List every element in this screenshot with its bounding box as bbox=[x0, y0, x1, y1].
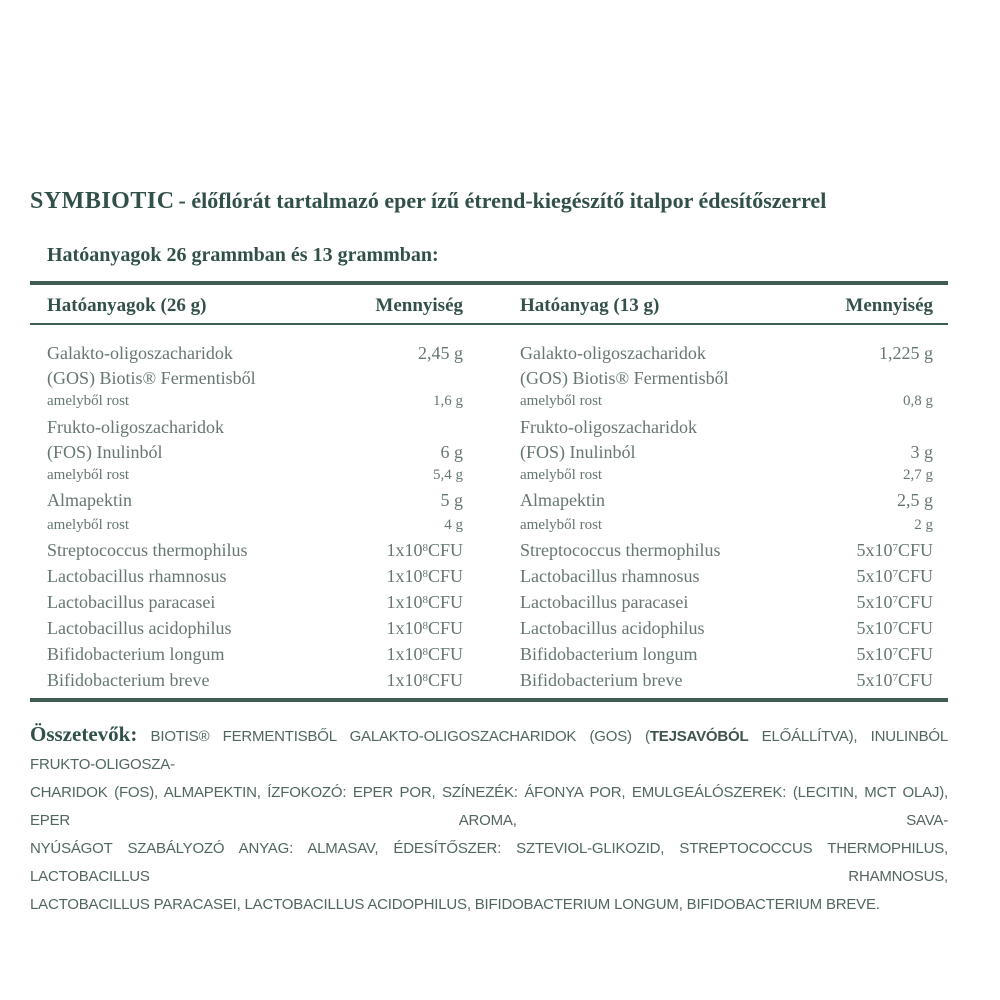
ingredient-name-line2: (FOS) Inulinból bbox=[47, 442, 163, 462]
ingredient-name: amelyből rost bbox=[47, 393, 130, 409]
table-row: amelyből rost 0,8 g bbox=[518, 391, 948, 412]
table-row: Galakto-oligoszacharidok (GOS) Biotis® Fe… bbox=[518, 341, 948, 391]
ingredient-amount: 1x108CFU bbox=[386, 670, 463, 690]
ingredients-line: Összetevők: BIOTIS® FERMENTISBŐL GALAKTO… bbox=[30, 722, 948, 773]
table-row: Galakto-oligoszacharidok (GOS) Biotis® Fe… bbox=[30, 341, 468, 391]
ingredient-name: Galakto-oligoszacharidok bbox=[47, 343, 233, 363]
table-row: Bifidobacterium longum 1x108CFU bbox=[30, 643, 468, 666]
ingredients-line: CHARIDOK (FOS), ALMAPEKTIN, ÍZFOKOZÓ: EP… bbox=[30, 784, 948, 829]
ingredient-name: Frukto-oligoszacharidok bbox=[47, 417, 224, 437]
table-body: Galakto-oligoszacharidok (GOS) Biotis® Fe… bbox=[30, 325, 948, 698]
table-row: amelyből rost 5,4 g bbox=[30, 465, 468, 486]
ingredient-name: Bifidobacterium longum bbox=[520, 644, 698, 664]
column-header-quantity-26g: Mennyiség bbox=[375, 295, 463, 316]
column-header-ingredients-26g: Hatóanyagok (26 g) bbox=[47, 295, 207, 316]
ingredient-name: amelyből rost bbox=[47, 517, 130, 533]
ingredient-name: Lactobacillus acidophilus bbox=[520, 618, 705, 638]
table-row: Lactobacillus rhamnosus 1x108CFU bbox=[30, 565, 468, 588]
ingredient-name: amelyből rost bbox=[520, 393, 603, 409]
ingredient-name: Almapektin bbox=[47, 490, 132, 510]
table-row: amelyből rost 2,7 g bbox=[518, 465, 948, 486]
table-row: amelyből rost 4 g bbox=[30, 515, 468, 536]
active-ingredients-table: Hatóanyagok (26 g) Mennyiség Hatóanyag (… bbox=[30, 281, 948, 702]
ingredient-name: Frukto-oligoszacharidok bbox=[520, 417, 697, 437]
ingredient-amount: 2,45 g bbox=[418, 343, 463, 363]
ingredient-amount: 1x108CFU bbox=[386, 566, 463, 586]
ingredient-amount: 5,4 g bbox=[433, 467, 463, 483]
ingredient-name: Lactobacillus rhamnosus bbox=[47, 566, 227, 586]
ingredient-amount: 4 g bbox=[444, 517, 463, 533]
ingredient-name: Streptococcus thermophilus bbox=[520, 540, 721, 560]
column-26g: Galakto-oligoszacharidok (GOS) Biotis® Fe… bbox=[30, 341, 468, 695]
table-row: Streptococcus thermophilus 1x108CFU bbox=[30, 539, 468, 562]
ingredient-name: Streptococcus thermophilus bbox=[47, 540, 248, 560]
table-row: Frukto-oligoszacharidok (FOS) Inulinból 3… bbox=[518, 415, 948, 465]
table-row: Lactobacillus rhamnosus 5x107CFU bbox=[518, 565, 948, 588]
ingredient-name: Lactobacillus paracasei bbox=[47, 592, 216, 612]
table-row: Bifidobacterium longum 5x107CFU bbox=[518, 643, 948, 666]
table-row: Lactobacillus acidophilus 5x107CFU bbox=[518, 617, 948, 640]
ingredient-amount: 1x108CFU bbox=[386, 540, 463, 560]
ingredient-name: Almapektin bbox=[520, 490, 605, 510]
table-row: amelyből rost 2 g bbox=[518, 515, 948, 536]
ingredient-amount: 2,5 g bbox=[897, 490, 933, 510]
ingredient-amount: 1x108CFU bbox=[386, 592, 463, 612]
ingredient-amount: 1x108CFU bbox=[386, 618, 463, 638]
ingredient-amount: 1,6 g bbox=[433, 393, 463, 409]
column-header-ingredients-13g: Hatóanyag (13 g) bbox=[520, 295, 660, 316]
ingredient-name: Lactobacillus acidophilus bbox=[47, 618, 232, 638]
ingredient-amount: 5 g bbox=[440, 490, 464, 510]
ingredient-amount: 5x107CFU bbox=[856, 592, 933, 612]
table-row: Lactobacillus paracasei 5x107CFU bbox=[518, 591, 948, 614]
table-row: amelyből rost 1,6 g bbox=[30, 391, 468, 412]
table-row: Lactobacillus acidophilus 1x108CFU bbox=[30, 617, 468, 640]
ingredient-name: Lactobacillus rhamnosus bbox=[520, 566, 700, 586]
ingredient-amount: 5x107CFU bbox=[856, 644, 933, 664]
ingredient-name: amelyből rost bbox=[47, 467, 130, 483]
brand-name: SYMBIOTIC bbox=[30, 188, 175, 214]
ingredient-name: Bifidobacterium breve bbox=[520, 670, 683, 690]
ingredient-name: Lactobacillus paracasei bbox=[520, 592, 689, 612]
ingredients-label: Összetevők: bbox=[30, 722, 138, 746]
ingredient-amount: 5x107CFU bbox=[856, 540, 933, 560]
ingredient-amount: 5x107CFU bbox=[856, 566, 933, 586]
ingredient-name: Bifidobacterium breve bbox=[47, 670, 210, 690]
ingredient-amount: 3 g bbox=[910, 442, 934, 462]
ingredient-amount: 1x108CFU bbox=[386, 644, 463, 664]
ingredients-paragraph: Összetevők: BIOTIS® FERMENTISBŐL GALAKTO… bbox=[30, 720, 948, 919]
ingredient-amount: 0,8 g bbox=[903, 393, 933, 409]
ingredient-name: amelyből rost bbox=[520, 517, 603, 533]
ingredient-name: Galakto-oligoszacharidok bbox=[520, 343, 706, 363]
ingredients-line: NYÚSÁGOT SZABÁLYOZÓ ANYAG: ALMASAV, ÉDES… bbox=[30, 840, 948, 885]
section-subtitle: Hatóanyagok 26 grammban és 13 grammban: bbox=[47, 244, 439, 266]
column-header-quantity-13g: Mennyiség bbox=[845, 295, 933, 316]
ingredient-name: amelyből rost bbox=[520, 467, 603, 483]
ingredient-amount: 5x107CFU bbox=[856, 618, 933, 638]
ingredients-line: LACTOBACILLUS PARACASEI, LACTOBACILLUS A… bbox=[30, 896, 880, 913]
ingredient-name-line2: (FOS) Inulinból bbox=[520, 442, 636, 462]
product-title: SYMBIOTIC - élőflórát tartalmazó eper íz… bbox=[30, 186, 948, 219]
table-row: Almapektin 2,5 g bbox=[518, 489, 948, 512]
ingredient-amount: 2,7 g bbox=[903, 467, 933, 483]
ingredient-amount: 5x107CFU bbox=[856, 670, 933, 690]
table-row: Streptococcus thermophilus 5x107CFU bbox=[518, 539, 948, 562]
table-row: Bifidobacterium breve 1x108CFU bbox=[30, 669, 468, 692]
column-13g: Galakto-oligoszacharidok (GOS) Biotis® Fe… bbox=[518, 341, 948, 695]
table-row: Bifidobacterium breve 5x107CFU bbox=[518, 669, 948, 692]
ingredient-name-line2: (GOS) Biotis® Fermentisből bbox=[47, 368, 256, 388]
table-row: Almapektin 5 g bbox=[30, 489, 468, 512]
table-row: Frukto-oligoszacharidok (FOS) Inulinból 6… bbox=[30, 415, 468, 465]
ingredient-name-line2: (GOS) Biotis® Fermentisből bbox=[520, 368, 729, 388]
product-description: - élőflórát tartalmazó eper ízű étrend-k… bbox=[178, 188, 827, 213]
table-row: Lactobacillus paracasei 1x108CFU bbox=[30, 591, 468, 614]
table-header-row: Hatóanyagok (26 g) Mennyiség Hatóanyag (… bbox=[30, 285, 948, 325]
supplement-label: SYMBIOTIC - élőflórát tartalmazó eper íz… bbox=[30, 0, 948, 919]
bold-allergen-text: TEJSAVÓBÓL bbox=[649, 728, 749, 745]
ingredient-amount: 2 g bbox=[914, 517, 933, 533]
ingredient-amount: 1,225 g bbox=[879, 343, 933, 363]
ingredient-name: Bifidobacterium longum bbox=[47, 644, 225, 664]
ingredient-amount: 6 g bbox=[440, 442, 464, 462]
